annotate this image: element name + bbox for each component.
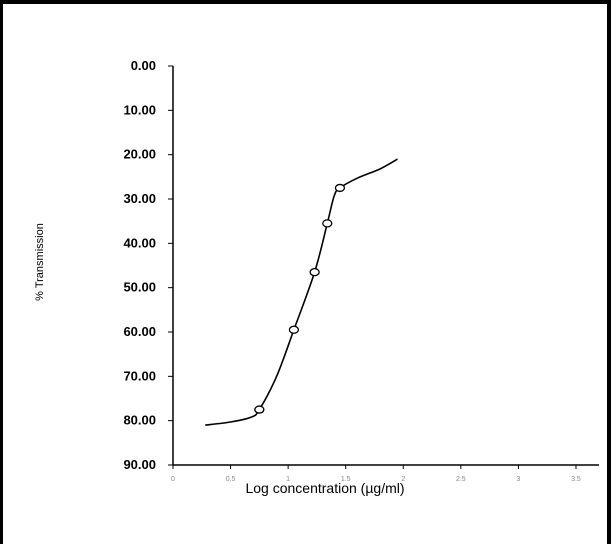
y-tick-label: 60.00 [123, 324, 156, 339]
data-point [309, 267, 320, 277]
data-point [254, 405, 265, 414]
series-line [205, 158, 398, 426]
y-tick-label: 10.00 [123, 102, 156, 117]
y-ticks: 0.00 10.00 20.00 30.00 40.00 50.00 60.00 70.00 8… [123, 58, 173, 472]
series-layer [205, 158, 398, 426]
x-tick-label: 1 [286, 476, 290, 483]
y-tick-label: 70.00 [123, 368, 156, 383]
chart: 0.00 10.00 20.00 30.00 40.00 50.00 60.00 70.00 8… [34, 58, 599, 496]
data-point [334, 183, 346, 193]
y-tick-label: 30.00 [123, 191, 156, 206]
x-tick-label: 0.5 [226, 476, 236, 483]
x-ticks: 0 0.5 1 1.5 2 2.5 3 3.5 [171, 465, 581, 483]
x-tick-label: 3 [516, 476, 520, 483]
y-tick-label: 40.00 [123, 235, 156, 250]
data-point [288, 325, 300, 334]
x-axis-label: Log concentration (µg/ml) [245, 480, 404, 496]
x-tick-label: 2 [401, 476, 405, 483]
y-tick-label: 0.00 [131, 58, 156, 73]
x-tick-label: 3.5 [571, 476, 581, 483]
y-tick-label: 80.00 [123, 413, 156, 428]
y-axis-label: % Transmission [34, 223, 46, 301]
x-tick-label: 1.5 [341, 476, 351, 483]
y-tick-label: 90.00 [123, 457, 156, 472]
y-tick-label: 20.00 [123, 147, 156, 162]
data-point [322, 219, 333, 228]
x-tick-label: 0 [171, 476, 175, 483]
axes [172, 66, 599, 466]
y-tick-label: 50.00 [123, 280, 156, 295]
x-tick-label: 2.5 [456, 476, 466, 483]
